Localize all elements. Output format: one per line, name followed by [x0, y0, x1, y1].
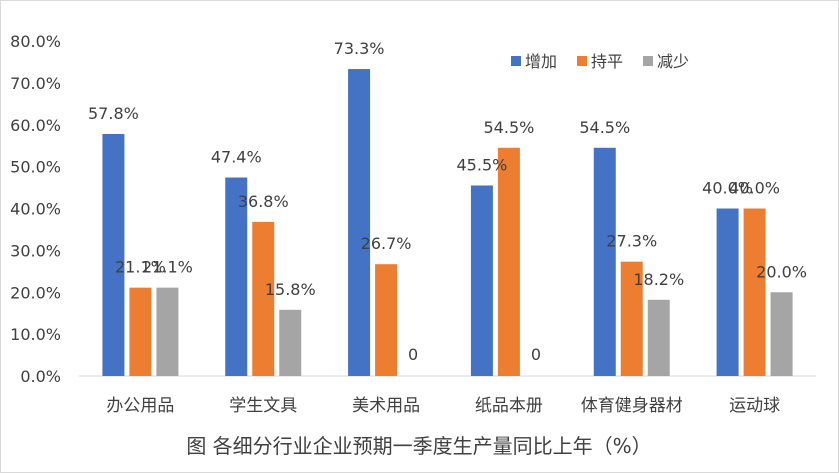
bar-增加-学生文具: [225, 177, 248, 376]
bar-持平-纸品本册: [497, 147, 520, 376]
bar-增加-体育健身器材: [593, 147, 616, 376]
bar-减少-体育健身器材: [647, 299, 670, 376]
y-tick-label: 80.0%: [10, 32, 61, 51]
legend: 增加 持平 减少: [511, 52, 689, 71]
x-category-label: 运动球: [729, 396, 780, 416]
bar-增加-美术用品: [348, 69, 371, 377]
y-tick-label: 0.0%: [20, 367, 61, 386]
data-label: 0: [531, 345, 541, 364]
bar-减少-学生文具: [279, 309, 302, 376]
legend-swatch: [643, 56, 653, 66]
x-category-label: 学生文具: [229, 396, 297, 416]
y-tick-label: 30.0%: [10, 241, 61, 260]
data-label: 27.3%: [606, 232, 657, 251]
legend-label: 增加: [525, 52, 557, 71]
data-label: 36.8%: [238, 192, 289, 211]
data-label: 40.0%: [729, 179, 780, 198]
y-tick-label: 60.0%: [10, 116, 61, 135]
x-category-label: 纸品本册: [475, 396, 543, 416]
data-label: 21.1%: [142, 258, 193, 277]
bar-减少-办公用品: [156, 287, 179, 376]
data-label: 54.5%: [579, 118, 630, 137]
bar-持平-美术用品: [375, 264, 398, 376]
data-label: 40.0%: [702, 179, 753, 198]
data-label: 73.3%: [334, 39, 385, 58]
axes: 0.0% 10.0% 20.0% 30.0% 40.0% 50.0% 60.0% 70.0% 8…: [10, 32, 816, 416]
legend-label: 持平: [591, 52, 623, 71]
x-category-label: 办公用品: [106, 396, 174, 416]
legend-swatch: [511, 56, 521, 66]
data-label: 18.2%: [633, 270, 684, 289]
bar-增加-纸品本册: [470, 185, 493, 376]
data-label: 0: [408, 345, 418, 364]
data-label: 45.5%: [457, 155, 508, 174]
y-tick-label: 50.0%: [10, 158, 61, 177]
bar-持平-办公用品: [129, 287, 152, 376]
y-tick-label: 40.0%: [10, 200, 61, 219]
x-category-label: 美术用品: [352, 396, 420, 416]
chart-title: 图 各细分行业企业预期一季度生产量同比上年（%）: [186, 434, 651, 458]
bars: [102, 69, 793, 377]
y-tick-label: 20.0%: [10, 283, 61, 302]
data-label: 15.8%: [265, 280, 316, 299]
legend-label: 减少: [657, 52, 689, 71]
data-label: 47.4%: [211, 148, 262, 167]
bar-持平-学生文具: [252, 221, 275, 376]
data-label: 21.1%: [115, 258, 166, 277]
data-label: 26.7%: [361, 234, 412, 253]
bar-增加-运动球: [716, 208, 739, 376]
legend-swatch: [577, 56, 587, 66]
bar-增加-办公用品: [102, 133, 125, 376]
data-label: 20.0%: [756, 262, 807, 281]
data-labels: 57.8% 47.4% 73.3% 45.5% 54.5% 40.0% 21.1% 36.8%…: [88, 39, 807, 364]
y-tick-label: 10.0%: [10, 325, 61, 344]
y-tick-label: 70.0%: [10, 74, 61, 93]
x-category-label: 体育健身器材: [581, 396, 683, 416]
bar-持平-体育健身器材: [620, 261, 643, 376]
data-label: 54.5%: [484, 118, 535, 137]
bar-减少-运动球: [770, 292, 793, 376]
data-label: 57.8%: [88, 104, 139, 123]
bar-持平-运动球: [743, 208, 766, 376]
